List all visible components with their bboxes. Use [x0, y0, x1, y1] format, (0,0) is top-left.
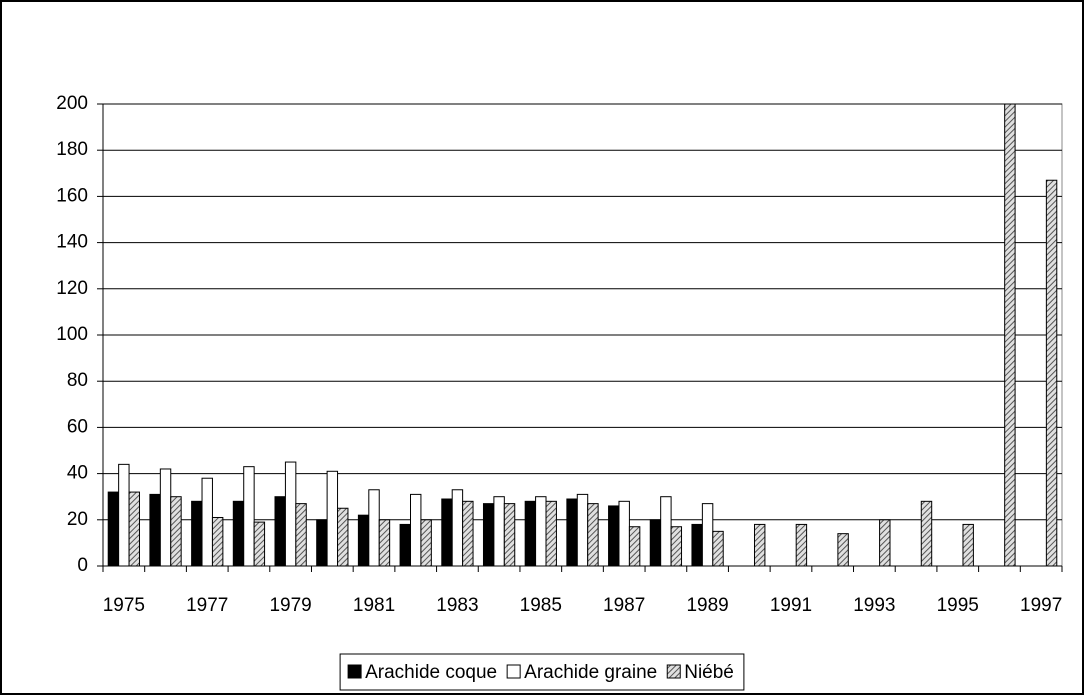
bar: [920, 500, 933, 567]
bar: [274, 496, 286, 567]
bar: [482, 503, 495, 567]
bar: [232, 500, 245, 567]
x-tick-label: 1985: [520, 595, 562, 616]
bar: [295, 503, 307, 567]
bar: [170, 496, 182, 567]
x-tick-label: 1987: [603, 595, 645, 616]
x-tick-label: 1975: [103, 595, 145, 616]
bar: [451, 489, 464, 567]
bar: [670, 526, 683, 567]
bar: [378, 519, 391, 567]
bar: [618, 500, 630, 567]
x-tick-label: 1995: [937, 595, 979, 616]
bar: [128, 491, 140, 567]
bar: [118, 463, 130, 567]
bar: [357, 514, 370, 567]
legend-swatch: [666, 664, 681, 679]
x-tick-label: 1991: [770, 595, 812, 616]
y-tick-label: 140: [56, 232, 88, 253]
bar: [837, 533, 849, 567]
bar: [211, 516, 224, 567]
bar: [326, 470, 339, 567]
bar: [535, 496, 547, 567]
bar: [159, 468, 172, 567]
bar: [399, 523, 412, 567]
bar: [462, 500, 474, 567]
y-tick-label: 180: [56, 139, 88, 160]
y-tick-label: 0: [77, 555, 88, 576]
bar: [691, 523, 703, 567]
bar: [545, 500, 557, 567]
bar: [628, 526, 641, 567]
y-tick-label: 60: [67, 416, 88, 437]
y-tick-label: 80: [67, 370, 88, 391]
bar: [503, 503, 516, 567]
legend-swatch: [506, 664, 521, 679]
y-tick-label: 200: [56, 93, 88, 114]
x-tick-label: 1977: [186, 595, 228, 616]
bar: [576, 493, 589, 567]
bar: [566, 498, 578, 567]
legend-label: Niébé: [684, 662, 734, 683]
y-tick-label: 20: [67, 509, 88, 530]
bar: [753, 523, 766, 567]
bar: [879, 519, 891, 567]
bar: [316, 519, 328, 567]
legend-label: Arachide graine: [524, 662, 657, 683]
bar: [649, 519, 662, 567]
legend-label: Arachide coque: [365, 662, 497, 683]
x-tick-label: 1997: [1020, 595, 1062, 616]
bar: [191, 500, 203, 567]
bar: [420, 519, 432, 567]
bar: [962, 523, 974, 567]
x-tick-label: 1979: [269, 595, 311, 616]
bar: [107, 491, 120, 567]
bar: [493, 496, 505, 567]
bar: [149, 493, 161, 567]
y-tick-label: 120: [56, 278, 88, 299]
bar: [284, 461, 297, 567]
bar: [410, 493, 422, 567]
bar: [524, 500, 537, 567]
x-tick-label: 1993: [853, 595, 895, 616]
y-tick-label: 100: [56, 324, 88, 345]
bar: [243, 466, 255, 567]
bar: [1004, 103, 1016, 567]
x-tick-label: 1981: [353, 595, 395, 616]
legend-swatch: [347, 664, 362, 679]
bar: [1045, 179, 1058, 567]
bar: [712, 530, 724, 567]
bar: [660, 496, 672, 567]
y-tick-label: 160: [56, 185, 88, 206]
bar: [368, 489, 380, 567]
x-tick-label: 1983: [436, 595, 478, 616]
bar: [441, 498, 453, 567]
y-tick-label: 40: [67, 463, 88, 484]
x-tick-label: 1989: [686, 595, 728, 616]
bar: [608, 505, 620, 567]
bar: [253, 521, 266, 567]
bar: [337, 507, 349, 567]
bar: [795, 523, 808, 567]
bar: [701, 503, 714, 567]
bar: [201, 477, 213, 567]
bar: [587, 503, 599, 567]
